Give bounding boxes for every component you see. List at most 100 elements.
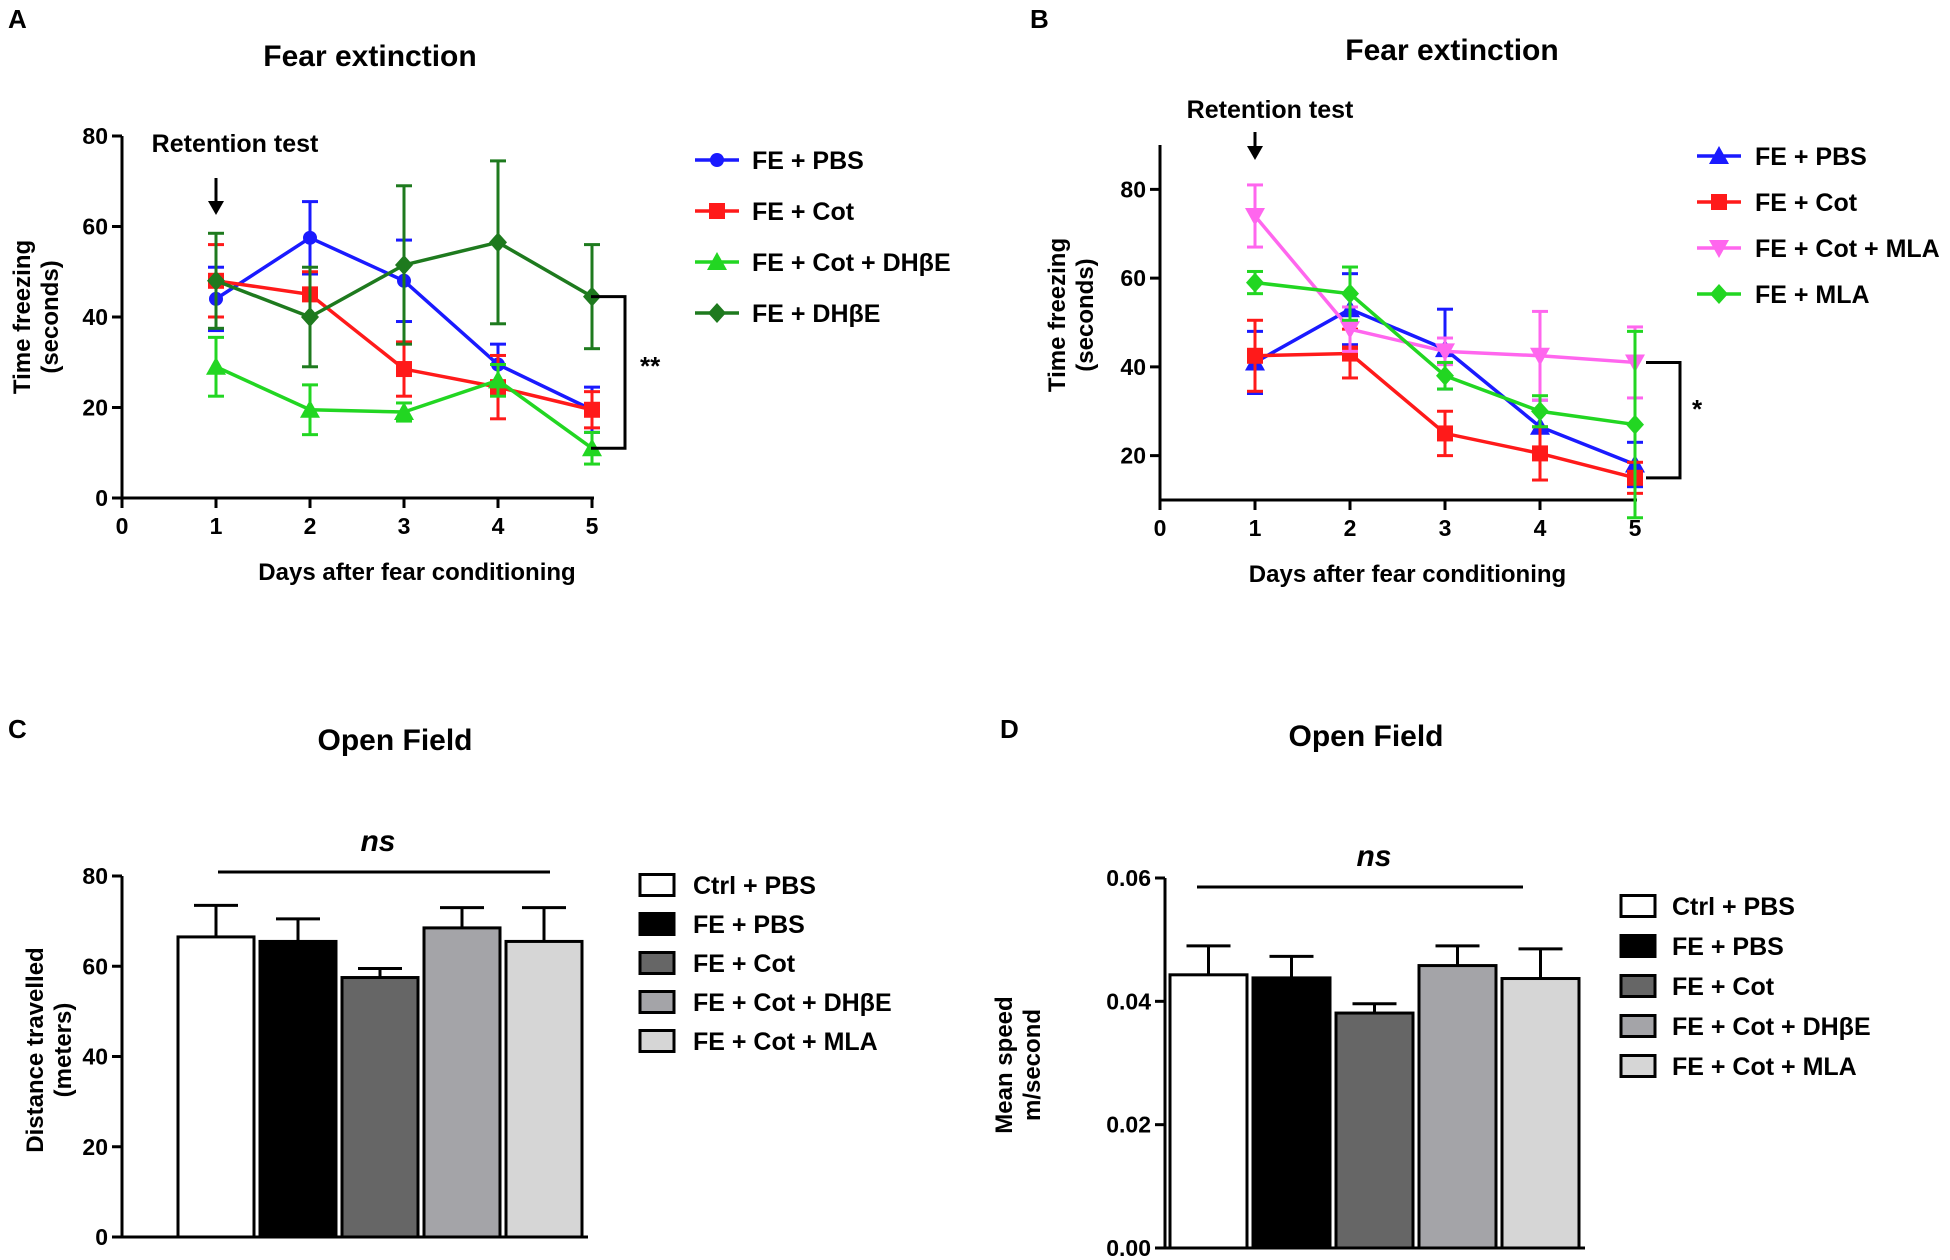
bar	[258, 939, 338, 1239]
bar	[422, 926, 502, 1239]
legend-marker	[708, 303, 726, 323]
y-tick-label: 80	[82, 863, 108, 889]
data-point	[1342, 345, 1358, 362]
legend-item-fe-cot: FE + Cot	[695, 198, 855, 226]
bar	[176, 935, 256, 1239]
legend-label: Ctrl + PBS	[1672, 893, 1795, 921]
series-fe-mla	[1246, 265, 1644, 520]
annotation-arrow-head	[1247, 146, 1263, 160]
bar-fe-cot	[340, 967, 420, 1239]
y-tick-label: 0	[95, 1224, 108, 1250]
legend-item-fe-pbs: FE + PBS	[1619, 933, 1784, 961]
bar	[1168, 973, 1249, 1250]
legend-swatch	[1619, 974, 1657, 998]
bar-fe-cot-dh-e	[422, 906, 502, 1239]
legend-label: FE + PBS	[1672, 933, 1784, 961]
annotation-arrow-head	[208, 201, 224, 215]
legend-item-fe-mla: FE + MLA	[1697, 281, 1870, 309]
legend-swatch	[638, 912, 676, 936]
data-point	[1626, 414, 1644, 435]
x-tick-label: 0	[116, 513, 129, 539]
y-tick-label: 0.06	[1106, 865, 1151, 891]
data-point	[1246, 272, 1264, 293]
legend-item-fe-cot: FE + Cot	[1619, 973, 1775, 1001]
y-tick-label: 60	[82, 953, 108, 979]
legend-label: FE + Cot + MLA	[693, 1028, 878, 1056]
data-point	[1341, 283, 1359, 304]
y-axis-label-line: Mean speed	[991, 996, 1018, 1133]
chart-title: Open Field	[1288, 720, 1443, 753]
x-tick-label: 1	[1249, 515, 1262, 541]
x-tick-label: 5	[1629, 515, 1642, 541]
data-point	[396, 361, 412, 378]
legend-label: FE + Cot + MLA	[1672, 1053, 1857, 1081]
legend-marker	[709, 203, 725, 219]
y-tick-label: 0	[95, 485, 108, 511]
panel-c: C Open Field 0 20 40 60 80 Distance travelled(m…	[8, 714, 892, 1250]
significance-bracket	[1646, 360, 1682, 480]
annotation-label: Retention test	[1187, 96, 1354, 124]
legend-item-fe-cot-dh-e: FE + Cot + DHβE	[638, 989, 892, 1017]
data-point	[301, 307, 319, 327]
legend-swatch	[1619, 934, 1657, 958]
data-point	[1532, 445, 1548, 462]
panel-letter: B	[1030, 4, 1049, 34]
legend-marker	[710, 153, 724, 167]
y-axis-label-line: Distance travelled	[22, 947, 49, 1152]
legend-item-fe-cot-mla: FE + Cot + MLA	[1619, 1053, 1857, 1081]
y-tick-label: 40	[82, 304, 108, 330]
legend-marker	[1711, 194, 1727, 210]
legend-label: FE + PBS	[752, 147, 864, 175]
bar	[340, 976, 420, 1239]
legend-marker	[1710, 284, 1728, 304]
legend-item-fe-cot-dh-e: FE + Cot + DHβE	[695, 249, 951, 277]
legend-swatch	[638, 951, 676, 975]
panel-letter: C	[8, 714, 27, 744]
y-tick-label: 20	[82, 1134, 108, 1160]
y-axis-label: Time freezing(seconds)	[1044, 238, 1099, 392]
bar-fe-cot-mla	[504, 906, 584, 1239]
legend-label: FE + PBS	[1755, 143, 1867, 171]
significance-label: *	[1692, 394, 1703, 424]
legend-label: FE + Cot	[693, 950, 796, 978]
y-tick-label: 0.02	[1106, 1112, 1151, 1138]
data-point	[584, 401, 600, 418]
legend-item-fe-cot-dh-e: FE + Cot + DHβE	[1619, 1013, 1871, 1041]
x-axis-label: Days after fear conditioning	[1249, 561, 1566, 588]
data-point	[300, 399, 320, 418]
data-point	[488, 370, 508, 389]
panel-letter: A	[8, 4, 27, 34]
bar	[1251, 976, 1332, 1250]
legend-swatch	[1619, 1014, 1657, 1038]
x-tick-label: 2	[304, 513, 317, 539]
legend-item-ctrl-pbs: Ctrl + PBS	[1619, 893, 1795, 921]
significance-label: ns	[1356, 840, 1391, 873]
legend-label: FE + Cot	[752, 198, 855, 226]
legend-swatch	[1619, 1054, 1657, 1078]
bar-fe-cot-dh-e	[1417, 944, 1498, 1250]
data-point	[1435, 343, 1455, 362]
legend-item-fe-dh-e: FE + DHβE	[695, 300, 880, 328]
legend-marker	[1709, 240, 1729, 258]
bar-fe-pbs	[1251, 954, 1332, 1250]
annotation-label: Retention test	[152, 130, 319, 158]
legend-swatch	[638, 1029, 676, 1053]
bar	[504, 939, 584, 1239]
y-axis-label-line: (seconds)	[37, 260, 64, 373]
legend-item-fe-cot-mla: FE + Cot + MLA	[638, 1028, 878, 1056]
legend-item-fe-pbs: FE + PBS	[1697, 143, 1867, 171]
panel-letter: D	[1000, 714, 1019, 744]
data-point	[1437, 425, 1453, 442]
bar-ctrl-pbs	[176, 903, 256, 1239]
y-tick-label: 80	[82, 123, 108, 149]
x-tick-label: 2	[1344, 515, 1357, 541]
data-point	[1247, 347, 1263, 364]
y-tick-label: 60	[1120, 265, 1146, 291]
data-point	[1245, 208, 1265, 226]
y-axis-label: Distance travelled(meters)	[22, 947, 77, 1152]
legend-label: FE + Cot + DHβE	[1672, 1013, 1871, 1041]
x-tick-label: 3	[1439, 515, 1452, 541]
